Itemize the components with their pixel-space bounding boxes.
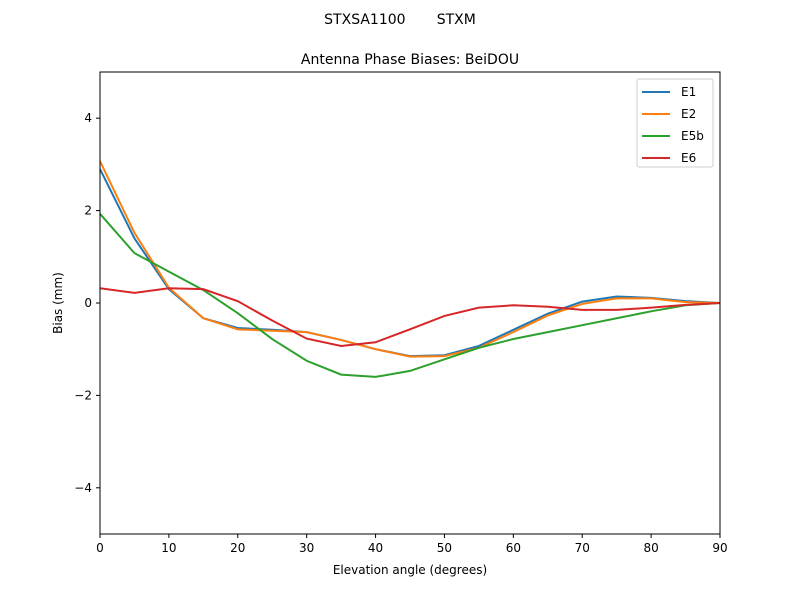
- axes-frame: [99, 71, 721, 535]
- y-tick-label: −4: [74, 481, 92, 495]
- legend-label: E1: [681, 85, 696, 99]
- series-line-e2: [99, 160, 721, 358]
- legend: E1 E2 E5b E6: [636, 78, 714, 168]
- y-tick-label: 0: [84, 296, 92, 310]
- chart-title: Antenna Phase Biases: BeiDOU: [301, 52, 519, 68]
- x-tick-label: 0: [96, 541, 104, 555]
- y-axis-label: Bias (mm): [51, 272, 65, 334]
- y-tick-label: 2: [84, 204, 92, 218]
- series-line-e6: [99, 287, 721, 347]
- legend-label: E2: [681, 107, 696, 121]
- y-tick-label: 4: [84, 111, 92, 125]
- axis-ticks: 0 10 20 30 40 50 60 70 80 90 −4 −2 0 2 4: [74, 111, 727, 555]
- x-axis-label: Elevation angle (degrees): [333, 563, 487, 577]
- x-tick-label: 80: [643, 541, 658, 555]
- x-tick-label: 10: [161, 541, 176, 555]
- series-line-e5b: [99, 213, 721, 378]
- x-tick-label: 30: [299, 541, 314, 555]
- y-tick-label: −2: [74, 388, 92, 402]
- legend-label: E5b: [681, 129, 704, 143]
- x-tick-label: 40: [368, 541, 383, 555]
- x-tick-label: 90: [712, 541, 727, 555]
- legend-frame: [636, 78, 714, 168]
- x-tick-label: 20: [230, 541, 245, 555]
- plot-area: [99, 160, 721, 378]
- legend-label: E6: [681, 151, 696, 165]
- x-tick-label: 50: [437, 541, 452, 555]
- figure-suptitle: STXSA1100 STXM: [324, 12, 476, 28]
- x-tick-label: 70: [575, 541, 590, 555]
- x-tick-label: 60: [506, 541, 521, 555]
- series-line-e1: [99, 168, 721, 358]
